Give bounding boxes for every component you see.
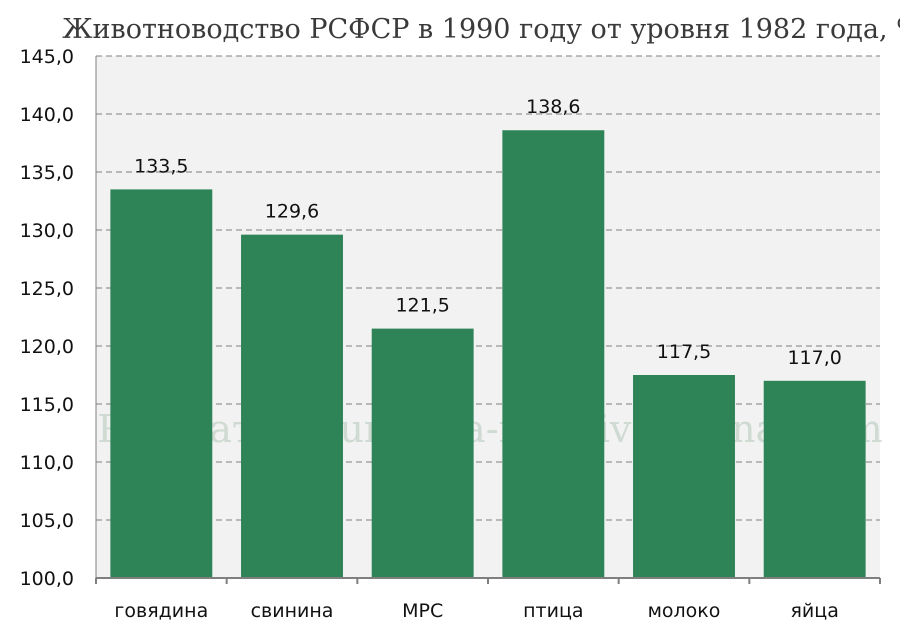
data-label: 129,6 [265, 201, 319, 223]
y-tick-label: 105,0 [20, 510, 74, 532]
watermark-text: Росстат © burckina-new.livejournal.com [97, 407, 882, 451]
chart-title: Животноводство РСФСР в 1990 году от уров… [62, 14, 900, 45]
y-tick-labels: 100,0 105,0 110,0 115,0 120,0 125,0 130,0 135,0… [20, 46, 74, 590]
data-labels: 133,5 129,6 121,5 138,6 117,5 117,0 [134, 96, 842, 369]
x-tick-label: говядина [114, 600, 208, 622]
data-label: 138,6 [526, 96, 580, 118]
data-label: 117,5 [657, 341, 711, 363]
data-label: 117,0 [787, 347, 841, 369]
y-tick-label: 135,0 [20, 162, 74, 184]
data-label: 121,5 [395, 295, 449, 317]
y-tick-label: 120,0 [20, 336, 74, 358]
x-tick-label: свинина [251, 600, 334, 622]
x-tick-label: яйца [790, 600, 838, 622]
bar [502, 130, 605, 579]
data-label: 133,5 [134, 155, 188, 177]
gridlines [96, 55, 880, 521]
x-tick-label: птица [523, 600, 583, 622]
x-tick-label: молоко [648, 600, 721, 622]
watermark-layer: Росстат © burckina-new.livejournal.com [97, 407, 882, 451]
bar [371, 328, 474, 578]
bar [110, 189, 213, 578]
plot-area [96, 56, 880, 578]
bars [110, 130, 866, 579]
x-tick-labels: говядина свинина МРС птица молоко яйца [114, 600, 838, 622]
bar [763, 380, 866, 578]
y-tick-label: 110,0 [20, 452, 74, 474]
x-tick-label: МРС [402, 600, 443, 622]
y-tick-label: 125,0 [20, 278, 74, 300]
y-tick-label: 100,0 [20, 568, 74, 590]
bar [241, 234, 343, 578]
y-tick-label: 130,0 [20, 220, 74, 242]
bar [633, 375, 735, 578]
y-tick-label: 140,0 [20, 104, 74, 126]
y-tick-label: 145,0 [20, 46, 74, 68]
y-tick-label: 115,0 [20, 394, 74, 416]
axes [95, 56, 881, 584]
